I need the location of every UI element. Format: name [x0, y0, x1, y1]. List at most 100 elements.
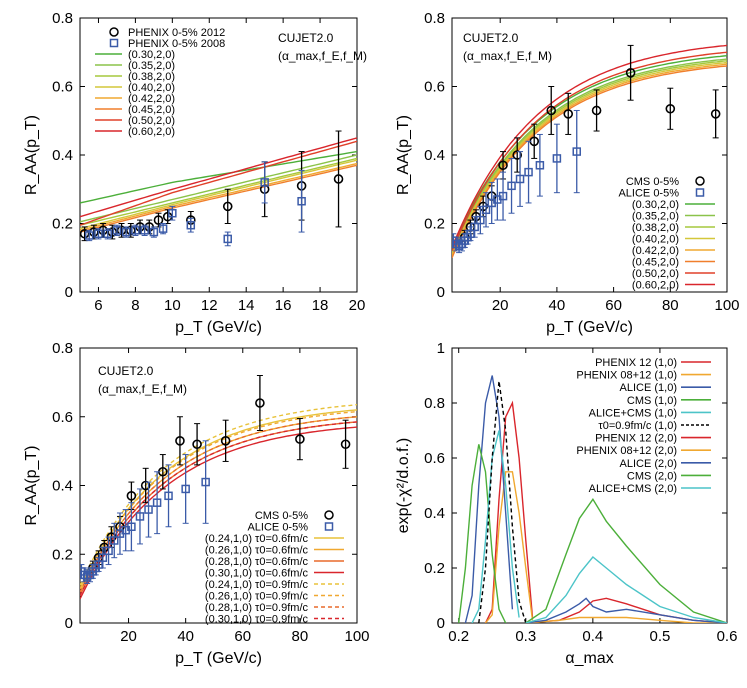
x-tick-label: 16	[275, 297, 292, 314]
data-point	[152, 498, 162, 507]
x-tick-label: 100	[344, 628, 369, 645]
data-point	[220, 436, 231, 446]
data-point	[340, 439, 351, 450]
data-point	[140, 226, 149, 235]
x-tick-label: 10	[164, 297, 181, 314]
data-point	[470, 222, 479, 232]
y-tick-label: 0	[437, 615, 445, 632]
data-point	[186, 220, 196, 230]
curve-series-3	[452, 60, 727, 253]
x-tick-label: 0.4	[582, 628, 603, 645]
y-tick-label: 1	[437, 340, 445, 357]
legend-marker	[109, 38, 119, 48]
y-tick-label: 0.8	[52, 340, 73, 357]
data-point	[135, 512, 145, 521]
x-tick-label: 100	[714, 297, 739, 314]
legend-label: (0.38,2,0)	[632, 222, 679, 234]
legend-marker	[695, 188, 705, 197]
data-point	[466, 229, 475, 239]
data-point	[168, 208, 177, 218]
data-point	[127, 522, 136, 531]
data-point	[552, 154, 562, 163]
x-tick-label: 0.2	[448, 628, 469, 645]
x-tick-label: 60	[234, 628, 251, 645]
y-tick-label: 0	[437, 284, 445, 301]
y-tick-label: 0.6	[424, 450, 445, 467]
legend-label: (0.40,2,0)	[632, 234, 679, 246]
curve-series-8	[452, 44, 727, 248]
data-point	[665, 103, 676, 114]
y-tick-label: 0.4	[424, 147, 445, 164]
legend-label: PHENIX 0-5% 2012	[128, 27, 225, 39]
curve-series-1	[80, 150, 357, 204]
curve-series-7	[525, 597, 727, 623]
y-tick-label: 0.8	[424, 395, 445, 412]
x-axis-label: α_max	[565, 650, 613, 667]
legend-marker	[324, 510, 334, 520]
legend-label: (0.35,2,0)	[128, 60, 175, 72]
x-axis-label: p_T (GeV/c)	[175, 319, 262, 336]
x-tick-label: 14	[238, 297, 255, 314]
data-point	[625, 68, 636, 78]
data-point	[84, 231, 94, 240]
chart-panel-1: 6 8 10 12 14 16 18 20 0 0.2 0.4 0.6 0.8 p_T (GeV/c) R_…	[23, 10, 367, 336]
annotation-title: CUJET2.0	[463, 31, 519, 45]
plot-frame	[451, 347, 728, 624]
curve-series-5	[80, 162, 357, 232]
data-point	[121, 227, 131, 237]
legend-label: PHENIX 0-5% 2008	[128, 38, 225, 50]
data-point	[175, 436, 185, 446]
legend-label: ALICE 0-5%	[247, 522, 308, 534]
curve-series-2	[452, 58, 727, 252]
x-tick-label: 60	[605, 297, 622, 314]
curve-series-8	[525, 616, 727, 623]
y-tick-label: 0.6	[52, 409, 73, 426]
annotation-title: CUJET2.0	[278, 31, 334, 45]
data-point	[158, 224, 168, 233]
curve-series-6	[452, 65, 727, 259]
legend-label: ALICE+CMS (1,0)	[589, 407, 677, 419]
data-point	[149, 227, 159, 237]
legend-label: (0.40,2,0)	[128, 82, 175, 94]
y-tick-label: 0.2	[52, 546, 73, 563]
data-point	[110, 536, 119, 545]
data-point	[255, 398, 265, 408]
x-axis-label: p_T (GeV/c)	[546, 319, 633, 336]
data-point	[104, 546, 113, 556]
legend: PHENIX 12 (1,0)PHENIX 08+12 (1,0)ALICE (…	[576, 357, 711, 495]
legend-marker	[695, 176, 705, 186]
x-axis-label: p_T (GeV/c)	[175, 650, 262, 667]
y-tick-label: 0	[65, 615, 73, 632]
y-tick-label: 0.4	[424, 505, 445, 522]
data-point	[710, 109, 721, 119]
legend-label: ALICE 0-5%	[618, 188, 679, 200]
chart-panel-4: 0.2 0.3 0.4 0.5 0.600.20.40.60.81α_maxexp(-χ…	[395, 340, 737, 667]
x-tick-label: 8	[131, 297, 139, 314]
data-point	[144, 505, 153, 514]
data-point	[546, 105, 557, 116]
curve-series-6	[80, 164, 357, 233]
data-point	[260, 178, 269, 187]
data-point	[333, 174, 344, 184]
data-point	[181, 484, 190, 494]
y-tick-label: 0.2	[424, 560, 445, 577]
data-point	[507, 181, 516, 191]
legend-label: (0.60,2,0)	[632, 280, 679, 292]
x-tick-label: 40	[177, 628, 194, 645]
data-point	[98, 553, 108, 562]
legend-label: (0.24,1,0) τ0=0.6fm/c	[205, 533, 309, 545]
x-tick-label: 0.3	[515, 628, 536, 645]
legend-label: (0.24,1,0) τ0=0.9fm/c	[205, 579, 309, 591]
legend-label: PHENIX 08+12 (2,0)	[576, 445, 677, 457]
chart-panel-3: 20 40 60 80 100 0 0.2 0.4 0.6 0.8 p_T (GeV/c) R_AA(…	[23, 340, 370, 667]
legend-label: (0.28,1,0) τ0=0.6fm/c	[205, 556, 309, 568]
legend-label: PHENIX 12 (1,0)	[595, 357, 677, 369]
legend-marker	[109, 27, 119, 37]
y-axis-label: exp(-χ²/d.o.f.)	[395, 438, 412, 534]
x-tick-label: 0.6	[717, 628, 738, 645]
x-tick-label: 0.5	[649, 628, 670, 645]
data-point	[94, 229, 103, 239]
data-point	[126, 491, 137, 501]
curve-series-1	[452, 55, 727, 248]
y-axis-label: R_AA(p_T)	[23, 115, 40, 195]
